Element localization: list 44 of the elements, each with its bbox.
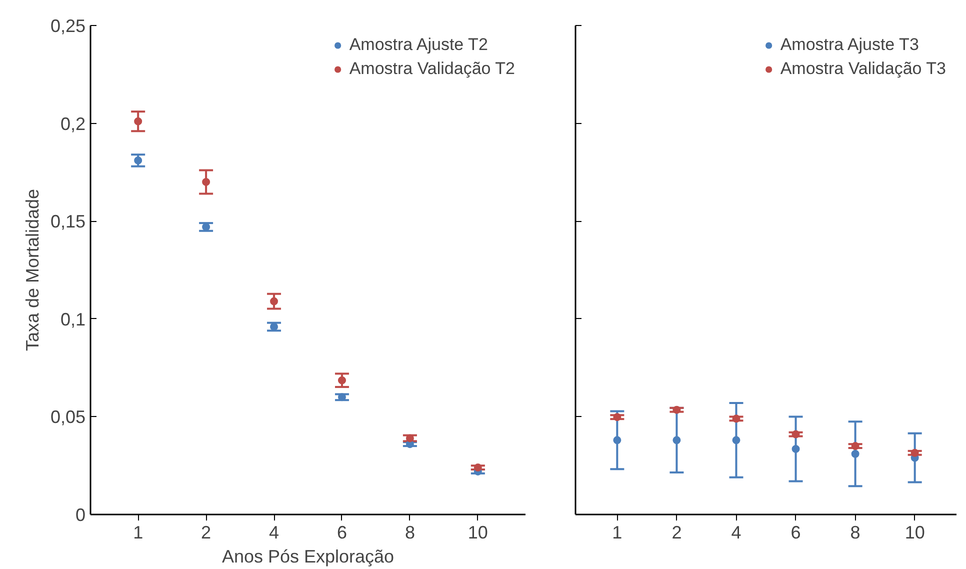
x-tick-label: 2 [201, 522, 212, 542]
point [134, 156, 142, 164]
point [134, 117, 142, 126]
point [202, 178, 210, 186]
y-tick-label: 0,1 [60, 309, 86, 330]
y-axis-title: Taxa de Mortalidade [22, 188, 42, 352]
y-tick-label: 0,25 [50, 16, 86, 36]
x-tick-label: 6 [790, 522, 801, 542]
point [792, 430, 800, 438]
point [732, 414, 740, 423]
point [270, 297, 278, 306]
point [732, 436, 740, 444]
x-tick-label: 8 [850, 522, 860, 542]
legend-label: Amostra Ajuste T2 [349, 35, 488, 55]
y-tick-label: 0,2 [60, 114, 86, 134]
point [338, 376, 346, 384]
x-tick-label: 2 [672, 522, 682, 542]
x-tick-label: 4 [731, 522, 742, 542]
point [672, 436, 681, 444]
point [474, 464, 482, 472]
point [910, 448, 919, 457]
x-tick-label: 10 [468, 522, 488, 542]
point [270, 322, 278, 331]
point [851, 442, 860, 450]
legend-label: Amostra Validação T2 [349, 59, 515, 79]
point [613, 436, 622, 444]
y-tick-label: 0,15 [50, 212, 86, 232]
point [406, 434, 414, 442]
x-tick-label: 10 [904, 522, 925, 542]
y-tick-label: 0,05 [50, 407, 86, 428]
point [672, 406, 681, 414]
point [851, 450, 860, 458]
x-axis-title: Anos Pós Exploração [222, 546, 394, 566]
y-tick-label: 0 [75, 505, 86, 525]
point [338, 393, 346, 402]
legend-label: Amostra Validação T3 [780, 59, 946, 79]
x-tick-label: 4 [269, 522, 280, 542]
legend-label: Amostra Ajuste T3 [780, 35, 919, 55]
x-tick-label: 1 [133, 522, 144, 542]
point [613, 413, 622, 422]
point [792, 444, 800, 453]
x-tick-label: 1 [612, 522, 622, 542]
x-tick-label: 6 [336, 522, 347, 542]
x-tick-label: 8 [404, 522, 415, 542]
